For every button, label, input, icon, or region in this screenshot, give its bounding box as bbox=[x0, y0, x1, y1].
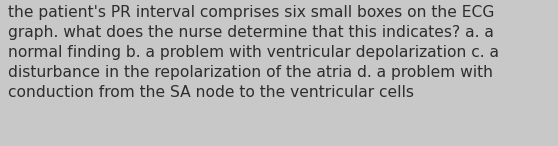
Text: the patient's PR interval comprises six small boxes on the ECG
graph. what does : the patient's PR interval comprises six … bbox=[8, 5, 499, 100]
